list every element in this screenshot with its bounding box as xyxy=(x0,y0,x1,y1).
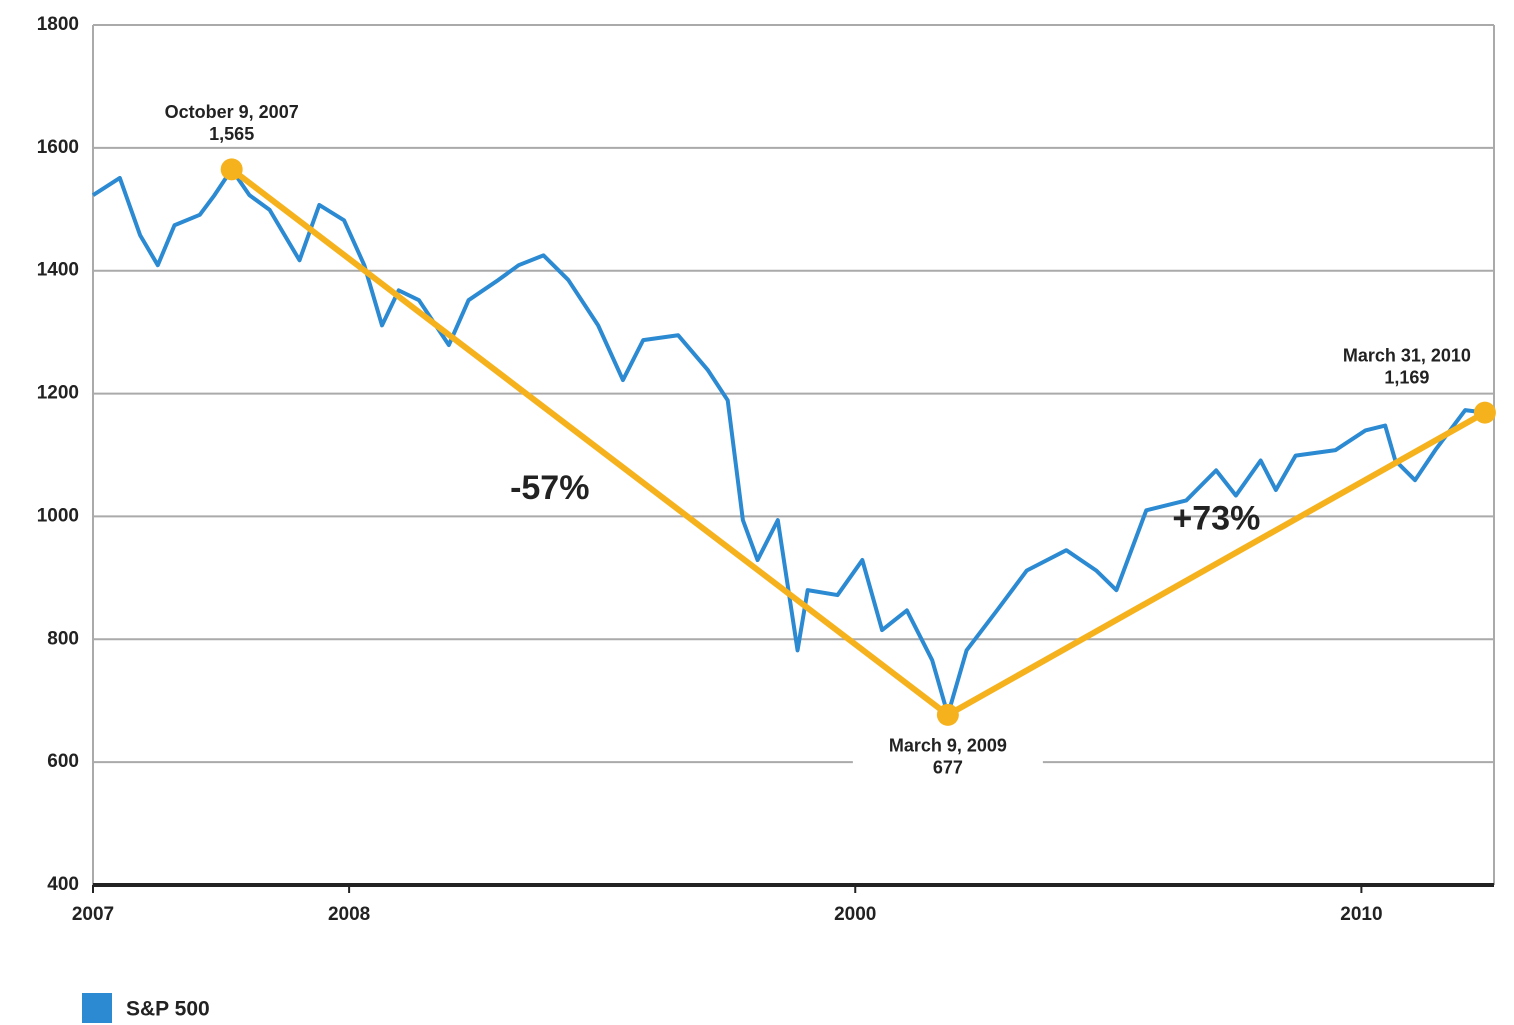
annotation-label: March 31, 2010 xyxy=(1343,345,1471,365)
y-tick-label: 1800 xyxy=(37,14,79,35)
y-tick-label: 400 xyxy=(47,874,79,895)
annotation-label: March 9, 2009 xyxy=(889,736,1007,756)
change-label: -57% xyxy=(510,469,589,507)
x-tick-label: 2010 xyxy=(1340,904,1382,925)
series-line xyxy=(91,167,1486,717)
legend-swatch xyxy=(82,993,112,1023)
annotation-point xyxy=(220,158,243,181)
y-tick-label: 1600 xyxy=(37,137,79,158)
annotation-value: 677 xyxy=(933,758,963,778)
trend-line xyxy=(229,166,1487,718)
annotation-value: 1,169 xyxy=(1384,367,1429,387)
annotation-point xyxy=(1473,401,1496,424)
change-label: +73% xyxy=(1172,500,1260,538)
y-tick-label: 1000 xyxy=(37,505,79,526)
x-tick-label: 2007 xyxy=(72,904,114,925)
y-tick-label: 600 xyxy=(47,751,79,772)
legend-label: S&P 500 xyxy=(126,998,210,1021)
x-tick-label: 2000 xyxy=(834,904,876,925)
y-tick-label: 1200 xyxy=(37,383,79,404)
y-tick-label: 800 xyxy=(47,628,79,649)
annotation-label: October 9, 2007 xyxy=(165,102,299,122)
y-tick-label: 1400 xyxy=(37,260,79,281)
annotation-value: 1,565 xyxy=(209,124,254,144)
x-tick-label: 2008 xyxy=(328,904,370,925)
annotation-point xyxy=(936,703,959,726)
annotation-bg xyxy=(852,732,1043,787)
